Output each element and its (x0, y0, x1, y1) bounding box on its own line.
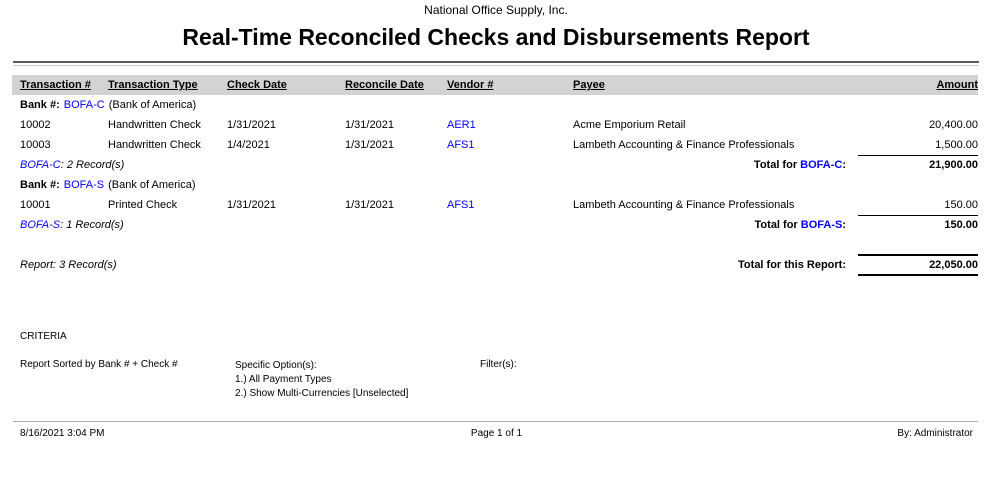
column-header-payee: Payee (573, 79, 605, 91)
table-header-row: Transaction # Transaction Type Check Dat… (12, 75, 978, 95)
table-row: 10003 Handwritten Check 1/4/2021 1/31/20… (12, 135, 978, 155)
bank-code-link[interactable]: BOFA-S (63, 179, 105, 191)
company-name: National Office Supply, Inc. (424, 3, 568, 17)
bank-code-link[interactable]: BOFA-C (20, 159, 61, 171)
specific-option-item: 2.) Show Multi-Currencies [Unselected] (235, 388, 409, 399)
criteria-filters-label: Filter(s): (480, 359, 517, 370)
table-row: 10001 Printed Check 1/31/2021 1/31/2021 … (12, 195, 978, 215)
bank-group-header: Bank #: BOFA-C (Bank of America) (0, 95, 978, 115)
total-for-text: Total for (753, 159, 801, 171)
bank-number-label: Bank #: (20, 99, 60, 111)
group-total-label: Total for BOFA-S: (755, 215, 846, 235)
criteria-specific-options: Specific Option(s): 1.) All Payment Type… (235, 359, 480, 401)
bank-code-link[interactable]: BOFA-S (20, 219, 61, 231)
footer-datetime: 8/16/2021 3:04 PM (20, 428, 105, 439)
footer-printed-by: By: Administrator (897, 428, 974, 439)
cell-transaction-type: Handwritten Check (108, 119, 201, 131)
cell-vendor-no-link[interactable]: AFS1 (447, 199, 475, 211)
cell-payee: Lambeth Accounting & Finance Professiona… (573, 139, 795, 151)
column-header-amount: Amount (936, 79, 978, 91)
cell-transaction-type: Handwritten Check (108, 139, 201, 151)
column-header-vendor-no: Vendor # (447, 79, 494, 91)
cell-reconcile-date: 1/31/2021 (345, 139, 394, 151)
cell-check-date: 1/31/2021 (227, 199, 276, 211)
title-divider (13, 61, 979, 66)
cell-payee: Lambeth Accounting & Finance Professiona… (573, 199, 795, 211)
group-total-amount: 21,900.00 (858, 155, 978, 175)
cell-check-date: 1/31/2021 (227, 119, 276, 131)
cell-amount: 150.00 (944, 199, 978, 211)
cell-transaction-no: 10002 (20, 119, 51, 131)
group-record-count: BOFA-S: 1 Record(s) (20, 215, 755, 235)
footer-page-number: Page 1 of 1 (470, 428, 523, 439)
footer: 8/16/2021 3:04 PM Page 1 of 1 By: Admini… (20, 428, 973, 439)
bank-name: (Bank of America) (108, 99, 197, 111)
bank-number-label: Bank #: (20, 179, 60, 191)
group-total-amount: 150.00 (858, 215, 978, 235)
total-for-text: Total for (754, 219, 801, 231)
criteria-heading: CRITERIA (20, 331, 67, 342)
colon-text: : (842, 159, 846, 171)
cell-vendor-no-link[interactable]: AFS1 (447, 139, 475, 151)
column-header-reconcile-date: Reconcile Date (345, 79, 424, 91)
criteria-sorted-by: Report Sorted by Bank # + Check # (20, 359, 178, 370)
cell-vendor-no-link[interactable]: AER1 (447, 119, 476, 131)
record-count-text: : 1 Record(s) (60, 219, 124, 231)
colon-text: : (842, 219, 846, 231)
specific-options-label: Specific Option(s): (235, 360, 317, 371)
column-header-transaction-no: Transaction # (20, 79, 91, 91)
bank-code-link[interactable]: BOFA-C (63, 99, 105, 111)
cell-check-date: 1/4/2021 (227, 139, 270, 151)
record-count-text: : 2 Record(s) (60, 159, 125, 171)
report-total-row: Report: 3 Record(s) Total for this Repor… (12, 254, 978, 276)
bank-code-link[interactable]: BOFA-C (800, 159, 843, 171)
group-total-label: Total for BOFA-C: (754, 155, 846, 175)
column-header-transaction-type: Transaction Type (108, 79, 198, 91)
group-total-row: BOFA-S: 1 Record(s) Total for BOFA-S: 15… (12, 215, 978, 235)
cell-reconcile-date: 1/31/2021 (345, 199, 394, 211)
group-total-row: BOFA-C: 2 Record(s) Total for BOFA-C: 21… (12, 155, 978, 175)
report-record-count: Report: 3 Record(s) (20, 259, 117, 271)
footer-divider (13, 421, 978, 422)
cell-reconcile-date: 1/31/2021 (345, 119, 394, 131)
report-title: Real-Time Reconciled Checks and Disburse… (182, 24, 810, 50)
cell-payee: Acme Emporium Retail (573, 119, 686, 131)
cell-transaction-no: 10003 (20, 139, 51, 151)
cell-amount: 20,400.00 (929, 119, 978, 131)
specific-option-item: 1.) All Payment Types (235, 374, 332, 385)
bank-name: (Bank of America) (108, 179, 196, 191)
table-row: 10002 Handwritten Check 1/31/2021 1/31/2… (12, 115, 978, 135)
cell-amount: 1,500.00 (935, 139, 978, 151)
report-total-amount: 22,050.00 (858, 254, 978, 276)
report-total-label: Total for this Report: (738, 259, 846, 271)
criteria-section: CRITERIA Report Sorted by Bank # + Check… (20, 331, 978, 401)
bank-group-header: Bank #: BOFA-S (Bank of America) (0, 175, 978, 195)
cell-transaction-no: 10001 (20, 199, 51, 211)
cell-transaction-type: Printed Check (108, 199, 178, 211)
group-record-count: BOFA-C: 2 Record(s) (20, 155, 754, 175)
bank-code-link[interactable]: BOFA-S (800, 219, 843, 231)
column-header-check-date: Check Date (227, 79, 287, 91)
